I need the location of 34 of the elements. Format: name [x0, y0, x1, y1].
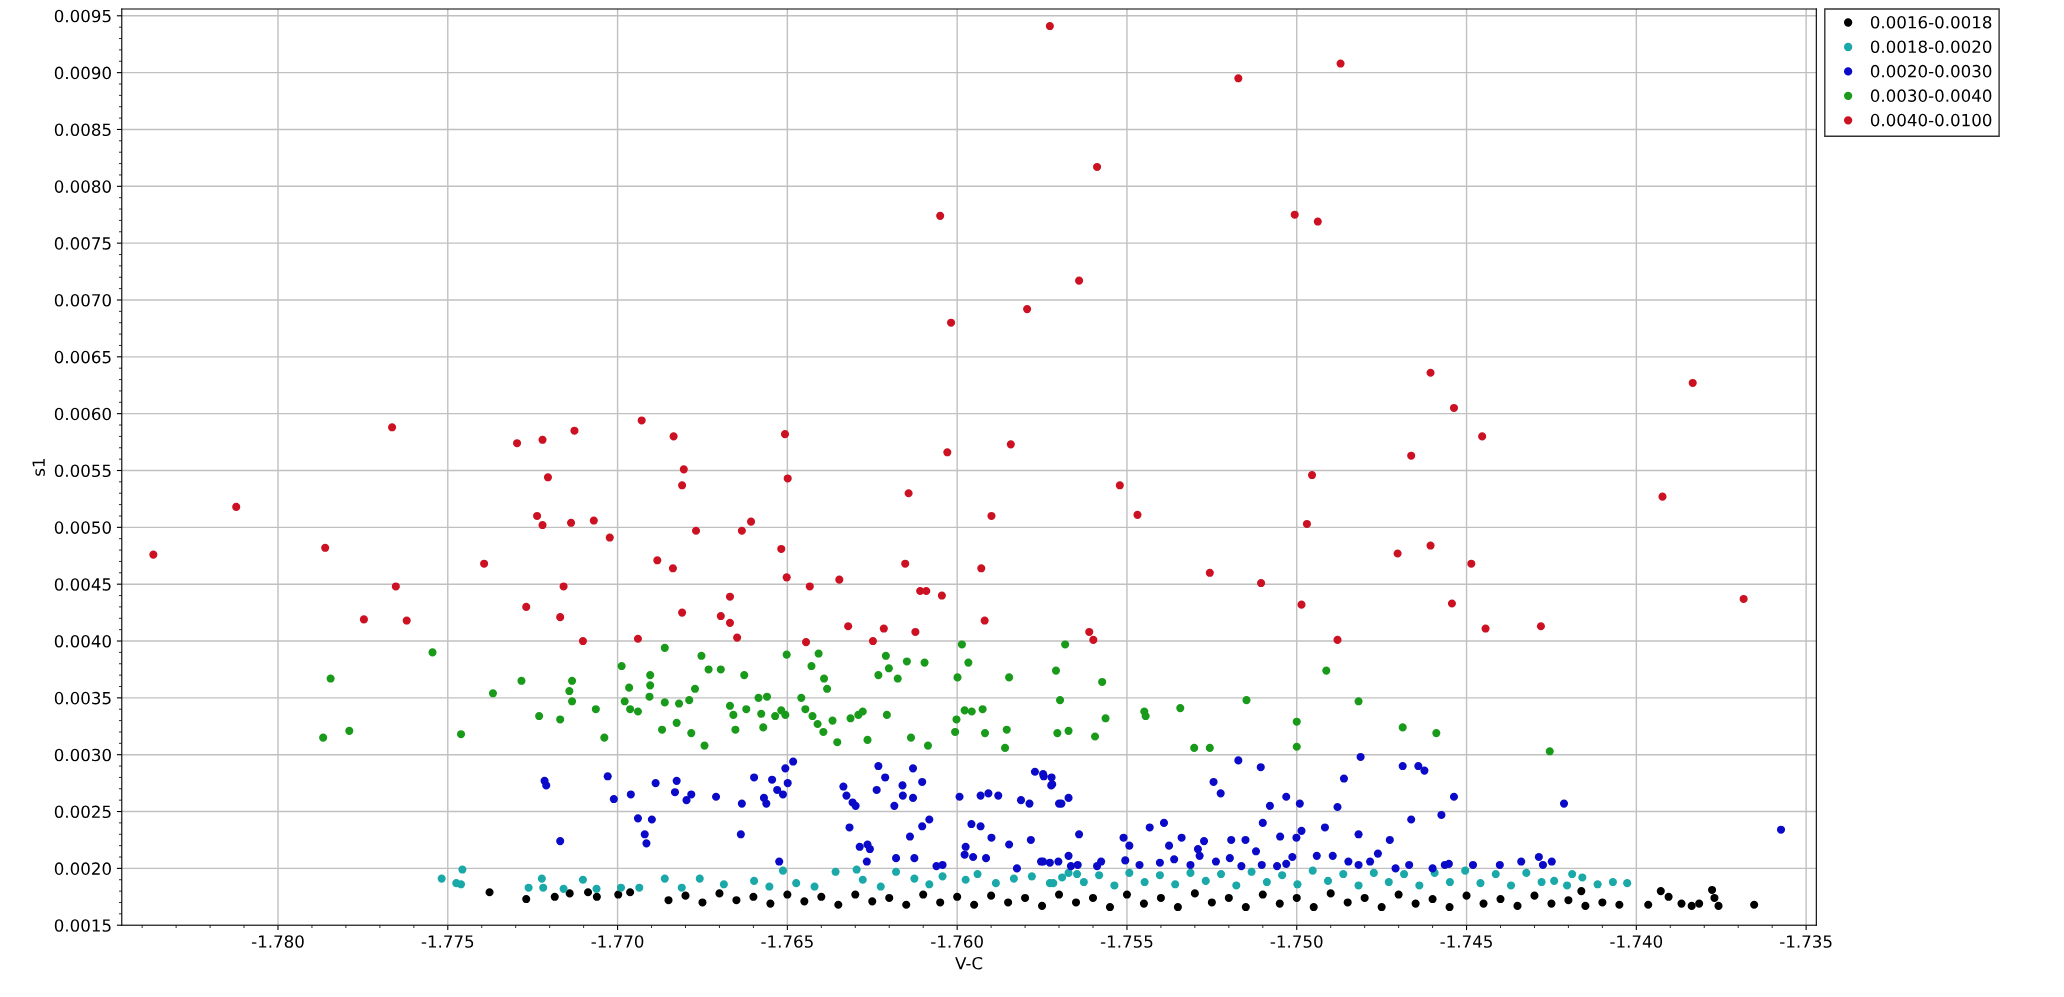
y-tick-label: 0.0045 — [54, 578, 111, 591]
legend-label: 0.0018-0.0020 — [1870, 40, 1992, 53]
y-tick-label: 0.0085 — [54, 123, 111, 137]
x-axis-title: V-C — [955, 956, 983, 970]
y-tick-label: 0.0080 — [54, 180, 111, 193]
legend-label: 0.0040-0.0100 — [1870, 113, 1992, 127]
x-tick-label: -1.780 — [251, 935, 304, 948]
x-tick-label: -1.760 — [931, 935, 983, 948]
y-tick-label: 0.0060 — [54, 407, 111, 421]
y-tick-label: 0.0065 — [54, 350, 111, 364]
y-tick-label: 0.0015 — [54, 919, 111, 932]
y-tick-label: 0.0055 — [54, 464, 111, 478]
y-tick-label: 0.0090 — [54, 66, 111, 80]
x-tick-label: -1.740 — [1610, 935, 1663, 948]
x-tick-label: -1.735 — [1780, 935, 1832, 948]
y-tick-label: 0.0020 — [54, 862, 111, 875]
y-axis-title: s1 — [32, 458, 45, 476]
legend-label: 0.0030-0.0040 — [1870, 89, 1992, 102]
x-tick-label: -1.750 — [1270, 935, 1323, 948]
x-tick-label: -1.745 — [1440, 935, 1492, 948]
y-tick-label: 0.0050 — [54, 521, 111, 534]
x-tick-label: -1.770 — [591, 935, 644, 948]
y-tick-label: 0.0030 — [54, 748, 111, 762]
y-tick-label: 0.0095 — [54, 9, 111, 23]
legend-label: 0.0016-0.0018 — [1870, 15, 1992, 29]
x-tick-label: -1.765 — [761, 935, 813, 948]
y-tick-label: 0.0035 — [54, 691, 111, 705]
x-tick-label: -1.775 — [421, 935, 474, 948]
legend-label: 0.0020-0.0030 — [1870, 64, 1992, 78]
y-tick-label: 0.0040 — [54, 634, 111, 648]
y-tick-label: 0.0025 — [54, 805, 111, 819]
y-tick-label: 0.0070 — [54, 293, 111, 307]
y-tick-label: 0.0075 — [54, 237, 111, 250]
x-tick-label: -1.755 — [1100, 935, 1153, 948]
